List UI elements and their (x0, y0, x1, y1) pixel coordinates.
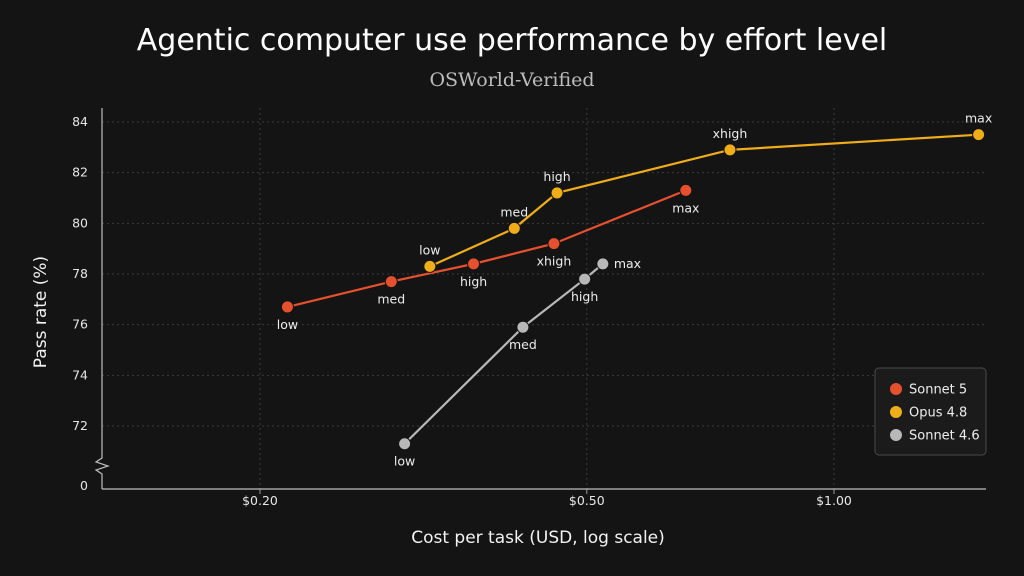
x-tick-label: $0.50 (569, 493, 605, 508)
point-label: max (965, 111, 992, 126)
y-tick-label-break: 0 (80, 478, 88, 493)
legend-marker (890, 383, 902, 395)
series-line (403, 263, 604, 445)
data-point (280, 300, 294, 314)
data-point (507, 221, 521, 235)
y-tick-label: 74 (72, 367, 88, 382)
data-point (578, 272, 592, 286)
point-label: med (500, 204, 528, 219)
point-label: low (419, 242, 440, 257)
legend-box (874, 367, 987, 456)
x-tick-label: $0.20 (242, 493, 278, 508)
data-point (547, 237, 561, 251)
data-point (972, 128, 986, 142)
series-layer: low med high xhigh max low med high xhigh max low m… (277, 111, 992, 469)
data-point (516, 320, 530, 334)
point-label: med (377, 292, 405, 307)
series-opus-4-8: low med high xhigh max (419, 111, 992, 273)
point-label: xhigh (537, 254, 572, 269)
data-point (550, 186, 564, 200)
legend: Sonnet 5 Opus 4.8 Sonnet 4.6 (874, 367, 987, 456)
legend-label: Sonnet 4.6 (909, 429, 980, 444)
point-label: low (394, 454, 415, 469)
point-label: xhigh (713, 126, 748, 141)
chart-title: Agentic computer use performance by effo… (137, 23, 887, 58)
point-label: max (672, 200, 699, 215)
y-tick-label: 80 (72, 215, 88, 230)
point-label: high (460, 274, 487, 289)
y-tick-label: 72 (72, 418, 88, 433)
point-label: max (614, 256, 641, 271)
legend-marker (890, 429, 902, 441)
y-tick-label: 76 (72, 317, 88, 332)
data-point (596, 257, 610, 271)
y-tick-label: 82 (72, 165, 88, 180)
data-point (467, 257, 481, 271)
y-axis-line (94, 108, 110, 489)
chart-subtitle: OSWorld-Verified (429, 69, 594, 91)
series-line (429, 133, 979, 268)
axes: 72 74 76 78 80 82 84 $0.20 $0.50 $1.00 0 (72, 108, 986, 508)
series-sonnet-5: low med high xhigh max (277, 183, 699, 332)
x-tick-label: $1.00 (816, 493, 852, 508)
y-tick-label: 84 (72, 114, 88, 129)
point-label: high (571, 289, 598, 304)
x-axis-label: Cost per task (USD, log scale) (411, 528, 665, 548)
data-point (723, 143, 737, 157)
legend-marker (890, 406, 902, 418)
legend-label: Opus 4.8 (909, 406, 967, 421)
y-tick-label: 78 (72, 266, 88, 281)
grid (102, 108, 986, 489)
data-point (423, 259, 437, 273)
point-label: med (509, 337, 537, 352)
point-label: high (543, 169, 570, 184)
point-label: low (277, 317, 298, 332)
data-point (679, 183, 693, 197)
y-axis-label: Pass rate (%) (31, 256, 51, 368)
data-point (384, 275, 398, 289)
series-sonnet-4-6: low med high max (394, 256, 641, 469)
series-line (287, 189, 687, 309)
data-point (398, 437, 412, 451)
legend-label: Sonnet 5 (909, 383, 967, 398)
